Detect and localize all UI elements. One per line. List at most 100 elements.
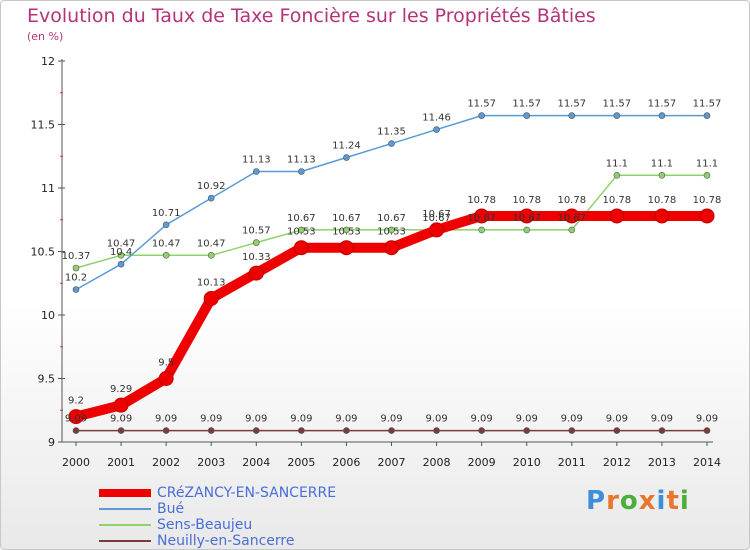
data-point <box>654 208 670 224</box>
data-label: 10.67 <box>332 213 361 224</box>
data-label: 10.67 <box>467 213 496 224</box>
data-point <box>613 112 621 119</box>
data-label: 9.29 <box>110 384 132 395</box>
data-label: 9.5 <box>158 358 174 369</box>
data-point <box>72 264 80 272</box>
data-label: 11.57 <box>693 99 722 110</box>
data-point <box>68 409 84 425</box>
data-label: 9.09 <box>155 414 177 425</box>
data-point <box>113 397 129 413</box>
data-point <box>162 252 170 259</box>
data-point <box>388 140 395 147</box>
data-label: 9.09 <box>110 414 132 425</box>
logo-letter: r <box>606 486 620 516</box>
data-point <box>343 154 350 161</box>
legend-label: Bué <box>157 501 185 517</box>
data-point <box>207 252 215 259</box>
data-label: 9.09 <box>425 414 447 425</box>
logo-letter: P <box>586 486 607 516</box>
data-point <box>207 194 215 202</box>
data-point <box>433 427 440 434</box>
chart-title: Evolution du Taux de Taxe Foncière sur l… <box>27 5 596 27</box>
data-point <box>207 427 215 434</box>
data-label: 11.1 <box>606 158 628 169</box>
data-point <box>703 427 711 434</box>
data-label: 10.47 <box>107 238 136 249</box>
data-label: 10.78 <box>512 195 541 206</box>
logo-letter: x <box>638 486 657 516</box>
data-point <box>478 226 485 234</box>
data-point <box>72 286 80 293</box>
data-label: 10.71 <box>152 208 181 219</box>
data-point <box>117 427 125 434</box>
data-point <box>478 112 485 119</box>
data-label: 9.09 <box>651 414 673 425</box>
data-point <box>388 226 395 234</box>
y-tick-label: 9 <box>48 436 55 449</box>
data-label: 11.13 <box>242 154 271 165</box>
legend-label: Neuilly-en-Sancerre <box>157 533 295 549</box>
data-label: 10.33 <box>242 252 271 263</box>
data-point <box>343 226 350 234</box>
data-label: 11.13 <box>287 154 316 165</box>
data-point <box>568 226 576 234</box>
data-point <box>429 222 445 238</box>
x-tick-label: 2014 <box>693 456 721 469</box>
legend-label: CRéZANCY-EN-SANCERRE <box>157 485 337 501</box>
data-point <box>523 427 531 434</box>
data-label: 9.09 <box>696 414 718 425</box>
data-point <box>523 112 531 119</box>
data-label: 10.2 <box>65 273 87 284</box>
data-label: 9.09 <box>245 414 267 425</box>
x-tick-label: 2013 <box>648 456 676 469</box>
data-point <box>252 427 260 434</box>
y-tick-label: 11 <box>41 182 55 195</box>
data-point <box>609 208 625 224</box>
data-label: 10.67 <box>377 213 406 224</box>
data-label: 10.53 <box>377 227 406 238</box>
data-label: 10.78 <box>557 195 586 206</box>
data-point <box>568 112 576 119</box>
data-label: 10.78 <box>693 195 722 206</box>
chart-subtitle: (en %) <box>27 30 64 43</box>
x-tick-label: 2012 <box>603 456 631 469</box>
x-tick-label: 2004 <box>242 456 270 469</box>
data-point <box>117 260 125 268</box>
data-point <box>203 290 219 306</box>
data-point <box>384 240 399 256</box>
data-point <box>474 208 490 224</box>
data-label: 10.67 <box>422 209 451 220</box>
data-label: 10.47 <box>197 238 226 249</box>
x-tick-label: 2002 <box>152 456 180 469</box>
x-tick-label: 2000 <box>62 456 90 469</box>
legend-swatch <box>99 524 151 526</box>
x-tick-label: 2005 <box>287 456 315 469</box>
legend-swatch <box>99 489 151 497</box>
data-label: 10.53 <box>287 227 316 238</box>
data-label: 10.47 <box>152 238 181 249</box>
data-point <box>433 126 440 133</box>
y-tick-label: 10 <box>41 309 55 322</box>
data-label: 11.57 <box>467 99 496 110</box>
legend-swatch <box>99 508 151 510</box>
data-point <box>162 221 170 229</box>
data-label: 10.13 <box>197 277 226 288</box>
data-label: 11.1 <box>696 158 718 169</box>
data-point <box>478 427 485 434</box>
data-point <box>564 208 580 224</box>
data-point <box>252 239 260 246</box>
data-label: 10.57 <box>242 226 271 237</box>
data-label: 11.1 <box>651 158 673 169</box>
data-label: 11.57 <box>557 99 586 110</box>
data-label: 9.09 <box>200 414 222 425</box>
data-label: 9.09 <box>290 414 312 425</box>
y-tick-label: 9.5 <box>38 373 56 386</box>
data-label: 10.53 <box>332 227 361 238</box>
data-label: 9.09 <box>561 414 583 425</box>
data-point <box>703 112 711 119</box>
data-label: 10.78 <box>648 195 677 206</box>
data-label: 10.37 <box>62 251 91 262</box>
data-label: 10.67 <box>512 213 541 224</box>
data-label: 10.67 <box>422 213 451 224</box>
